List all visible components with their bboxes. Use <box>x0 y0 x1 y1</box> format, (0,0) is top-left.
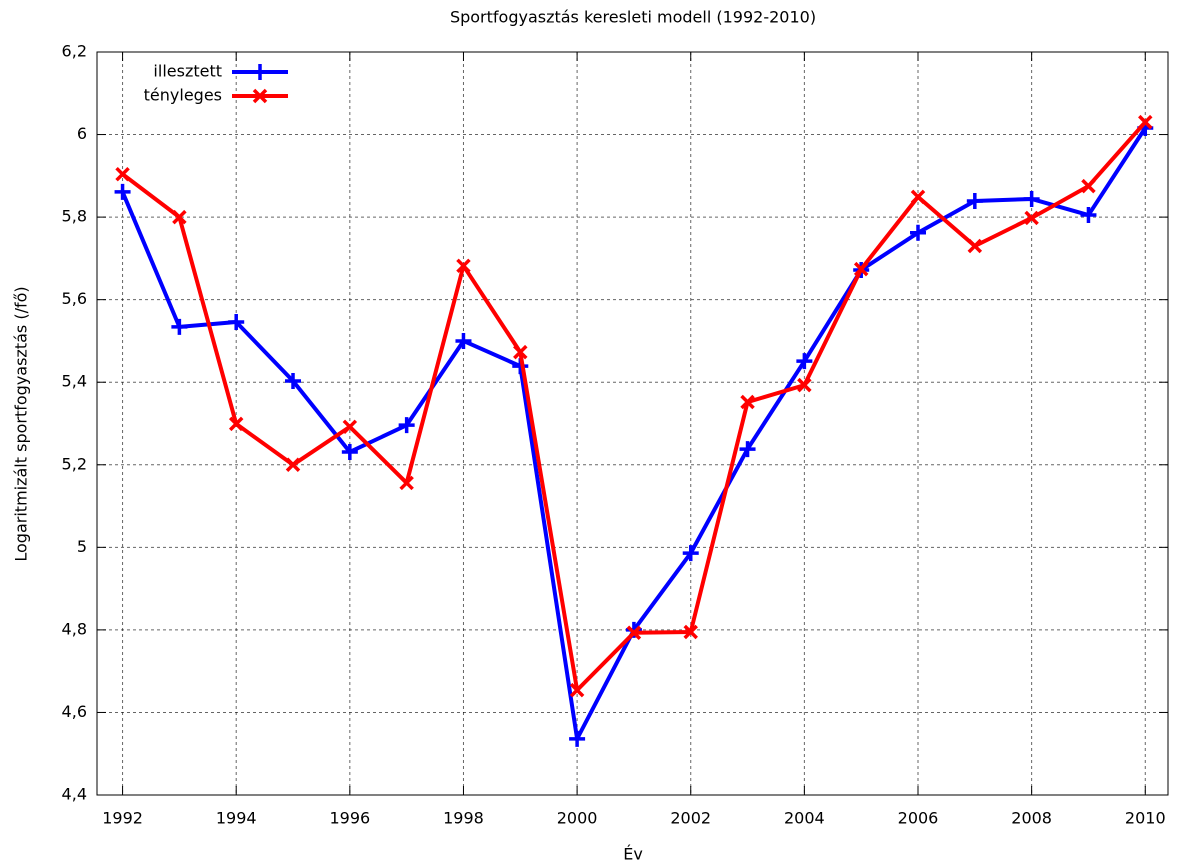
x-tick-label: 2006 <box>898 809 939 828</box>
x-tick-label: 1998 <box>443 809 484 828</box>
point-marker <box>569 730 586 747</box>
x-tick-label: 1994 <box>216 809 257 828</box>
y-tick-label: 6 <box>77 124 87 143</box>
line-series <box>120 126 1147 741</box>
y-axis-label: Logaritmizált sportfogyasztás (/fő) <box>12 286 31 561</box>
y-tick-label: 6,2 <box>62 42 87 61</box>
chart-title: Sportfogyasztás keresleti modell (1992-2… <box>450 8 816 27</box>
point-marker <box>1024 210 1039 226</box>
point-marker <box>910 224 927 241</box>
y-tick-label: 5 <box>77 537 87 556</box>
point-marker <box>398 417 415 434</box>
point-marker <box>739 441 756 458</box>
x-tick-label: 1992 <box>102 809 143 828</box>
point-marker <box>626 625 642 641</box>
legend-label: tényleges <box>144 86 222 105</box>
y-tick-label: 4,6 <box>62 702 87 721</box>
point-marker <box>115 166 130 182</box>
point-marker <box>171 318 188 335</box>
point-marker <box>966 193 983 210</box>
x-tick-label: 2002 <box>670 809 711 828</box>
line-series <box>121 120 1147 693</box>
point-marker <box>172 209 187 225</box>
x-tick-label: 2008 <box>1011 809 1052 828</box>
point-marker <box>114 183 131 200</box>
point-marker <box>456 258 471 274</box>
y-tick-label: 5,6 <box>62 289 87 308</box>
point-marker <box>228 416 244 432</box>
point-marker <box>797 377 812 393</box>
point-marker <box>285 372 302 389</box>
plot-border <box>96 51 1169 796</box>
point-marker <box>569 682 585 698</box>
point-marker <box>683 624 698 640</box>
point-marker <box>910 189 926 205</box>
legend-marker <box>252 64 268 80</box>
y-tick-label: 4,8 <box>62 619 87 638</box>
y-tick-label: 4,4 <box>62 785 87 804</box>
point-marker <box>796 353 813 370</box>
legend-marker <box>252 88 268 104</box>
x-tick-label: 2010 <box>1125 809 1166 828</box>
point-marker <box>1081 178 1096 194</box>
point-marker <box>342 419 358 435</box>
point-marker <box>228 313 245 330</box>
point-marker <box>1080 207 1097 224</box>
x-tick-label: 2004 <box>784 809 825 828</box>
point-marker <box>1138 114 1153 130</box>
point-marker <box>853 261 869 277</box>
y-tick-label: 5,8 <box>62 207 87 226</box>
legend-label: illesztett <box>153 62 222 81</box>
point-marker <box>682 545 699 562</box>
x-axis-label: Év <box>623 845 643 864</box>
point-marker <box>341 443 358 460</box>
point-marker <box>1023 190 1040 207</box>
point-marker <box>455 332 472 349</box>
point-marker <box>513 344 528 360</box>
point-marker <box>967 238 983 254</box>
y-tick-label: 5,2 <box>62 454 87 473</box>
x-tick-label: 2000 <box>557 809 598 828</box>
point-marker <box>285 457 301 473</box>
point-marker <box>740 394 755 410</box>
y-tick-label: 5,4 <box>62 372 87 391</box>
point-marker <box>399 475 414 491</box>
x-tick-label: 1996 <box>329 809 370 828</box>
